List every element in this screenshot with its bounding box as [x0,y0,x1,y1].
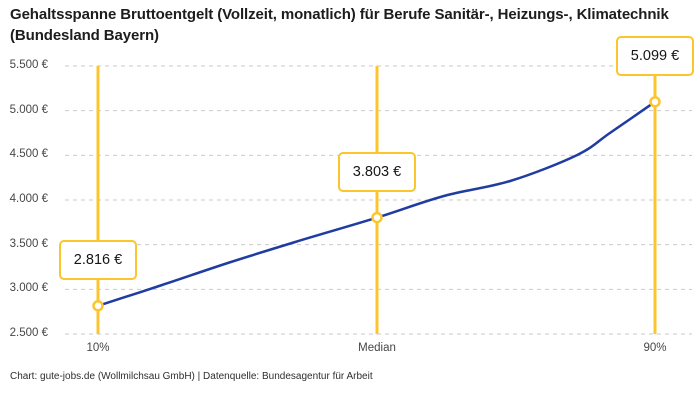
data-point-Median [371,211,383,224]
x-axis-tick-label: 90% [643,342,667,354]
y-axis-tick-label: 4.500 € [9,148,48,161]
x-axis-tick-label: 10% [86,342,110,354]
y-axis-tick-label: 5.000 € [9,103,48,116]
chart-footer: Chart: gute-jobs.de (Wollmilchsau GmbH) … [10,371,373,382]
x-axis-tick-label: Median [358,342,396,354]
y-axis-tick-label: 3.000 € [9,282,48,295]
y-axis-tick-label: 2.500 € [9,327,48,339]
value-label-box-Median: 3.803 € [338,151,416,192]
chart-title: Gehaltsspanne Bruttoentgelt (Vollzeit, m… [10,6,669,44]
y-axis-tick-label: 4.000 € [9,193,48,205]
value-label-box-10%: 2.816 € [59,239,137,280]
data-point-10% [92,300,104,312]
salary-curve [97,100,656,307]
y-axis-tick-label: 5.500 € [9,59,48,71]
data-point-90% [649,96,661,108]
value-label-box-90%: 5.099 € [616,35,694,76]
y-axis-tick-label: 3.500 € [9,237,48,250]
